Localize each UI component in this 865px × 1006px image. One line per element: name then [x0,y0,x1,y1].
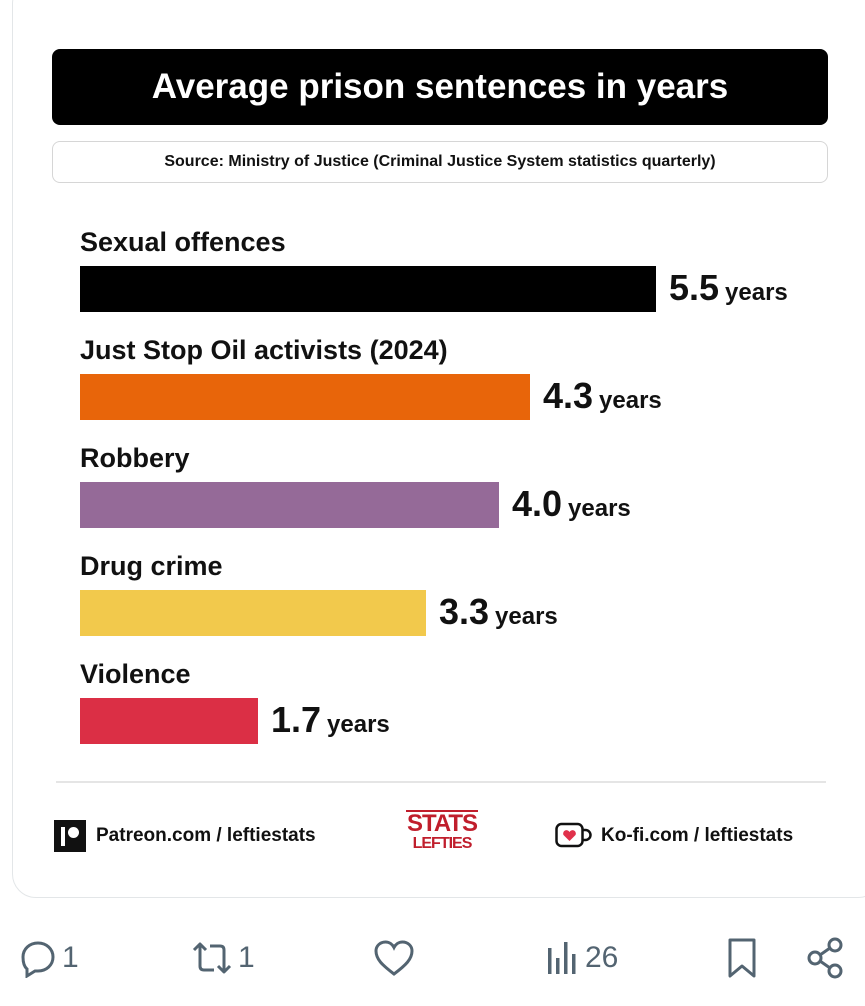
heart-icon [374,940,414,976]
category-label: Sexual offences [80,227,286,257]
like-button[interactable] [372,930,416,986]
category-label: Violence [80,659,191,689]
bar [80,482,499,528]
views-icon [548,942,576,974]
data-label: 4.3 years [543,375,662,416]
data-label: 3.3 years [439,591,558,632]
repost-count: 1 [238,941,255,974]
category-label: Just Stop Oil activists (2024) [80,335,448,365]
data-label: 1.7 years [271,699,390,740]
data-label: 5.5 years [669,267,788,308]
bookmark-button[interactable] [722,930,762,986]
post-actions: 1 1 26 [0,930,865,986]
patreon-icon [54,820,86,852]
bar [80,698,258,744]
views-button[interactable]: 26 [545,930,618,986]
patreon-link[interactable]: Patreon.com / leftiestats [54,818,316,854]
views-count: 26 [585,941,619,974]
repost-icon [192,942,232,974]
bar [80,590,426,636]
bar-chart: Sexual offences 5.5 years Just Stop Oil act… [80,227,788,744]
share-icon [807,937,843,979]
category-label: Robbery [80,443,190,473]
post-media-card[interactable] [12,0,865,898]
reply-button[interactable]: 1 [18,930,79,986]
reply-count: 1 [62,941,79,974]
share-button[interactable] [804,930,848,986]
divider [56,781,826,783]
patreon-label: Patreon.com / leftiestats [96,825,316,846]
data-label: 4.0 years [512,483,631,524]
bar [80,374,530,420]
bar [80,266,656,312]
bookmark-icon [728,938,756,978]
repost-button[interactable]: 1 [190,930,255,986]
reply-icon [21,941,55,978]
stats-for-lefties-logo: STATS LEFTIES [406,810,478,852]
chart-title: Average prison sentences in years [52,49,828,125]
chart-source: Source: Ministry of Justice (Criminal Ju… [52,141,828,183]
category-label: Drug crime [80,551,223,581]
kofi-cup-icon [555,822,592,848]
kofi-label: Ko-fi.com / leftiestats [601,825,794,846]
kofi-link[interactable]: Ko-fi.com / leftiestats [555,818,793,854]
